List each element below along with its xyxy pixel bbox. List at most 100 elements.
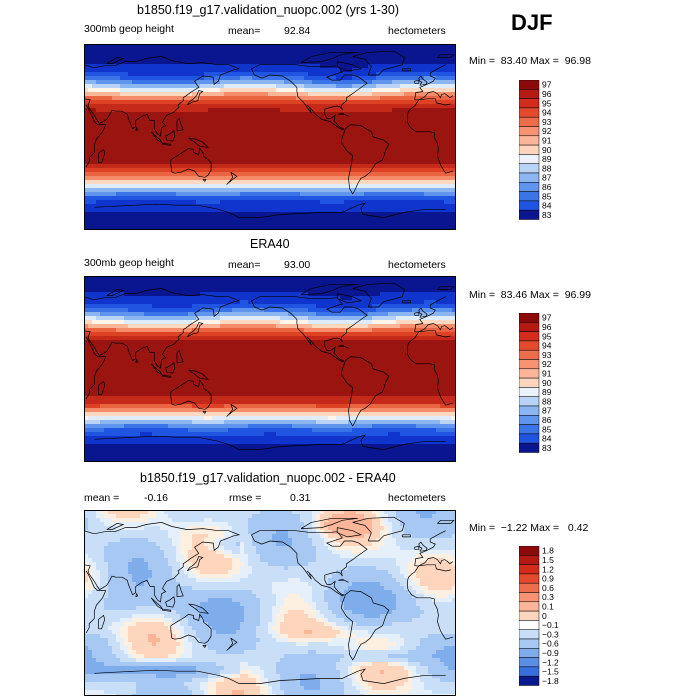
colorbar-tick-label: 93 <box>542 350 552 360</box>
colorbar-swatch <box>519 126 540 137</box>
colorbar-swatch <box>519 675 540 686</box>
colorbar-swatch <box>519 154 540 164</box>
panel3-min-max: Min = −1.22 Max = 0.42 <box>469 522 589 534</box>
panel1-title: b1850.f19_g17.validation_nuopc.002 (yrs … <box>137 3 399 17</box>
colorbar-tick-label: 1.8 <box>542 546 554 556</box>
colorbar-swatch <box>519 638 540 649</box>
panel3-mean-value: -0.16 <box>144 492 168 504</box>
colorbar-swatch <box>519 582 540 593</box>
colorbar-swatch <box>519 200 540 211</box>
colorbar-tick-label: −0.1 <box>542 620 559 630</box>
colorbar-tick-label: 90 <box>542 378 552 388</box>
colorbar-swatch <box>519 610 540 621</box>
panel2-min-max: Min = 83.46 Max = 96.99 <box>469 289 591 301</box>
colorbar-swatch <box>519 368 540 379</box>
colorbar-tick-label: 88 <box>542 396 552 406</box>
panel1-min-max: Min = 83.40 Max = 96.98 <box>469 55 591 67</box>
colorbar-swatch <box>519 144 540 155</box>
colorbar-swatch <box>519 191 540 202</box>
colorbar-tick-label: 84 <box>542 201 552 211</box>
colorbar-tick-label: 97 <box>542 80 552 90</box>
panel2-field-label: 300mb geop height <box>84 257 174 269</box>
colorbar-swatch <box>519 209 540 220</box>
panel2-title: ERA40 <box>250 237 290 251</box>
colorbar-tick-label: 94 <box>542 108 552 118</box>
colorbar-tick-label: 90 <box>542 145 552 155</box>
panel2-map <box>84 276 456 462</box>
colorbar-swatch <box>519 349 540 360</box>
panel3-map <box>84 510 456 696</box>
season-label: DJF <box>511 10 553 35</box>
colorbar-tick-label: 1.5 <box>542 555 554 565</box>
colorbar-tick-label: −1.8 <box>542 676 559 686</box>
panel3-rmse-label: rmse = <box>229 492 262 504</box>
colorbar-swatch <box>519 163 540 174</box>
colorbar-tick-label: −0.3 <box>542 629 559 639</box>
colorbar-swatch <box>519 98 540 109</box>
panel2-units: hectometers <box>388 259 446 271</box>
colorbar-tick-label: 89 <box>542 387 552 397</box>
colorbar-swatch <box>519 442 540 453</box>
panel1-mean-label: mean= <box>228 25 261 37</box>
colorbar-tick-label: 87 <box>542 173 552 183</box>
panel3-rmse-value: 0.31 <box>290 492 311 504</box>
panel3-units: hectometers <box>388 492 446 504</box>
panel1-field-label: 300mb geop height <box>84 23 174 35</box>
colorbar-tick-label: 92 <box>542 126 552 136</box>
colorbar-tick-label: 91 <box>542 368 552 378</box>
colorbar-swatch <box>519 405 540 416</box>
panel3-title: b1850.f19_g17.validation_nuopc.002 - ERA… <box>140 471 396 485</box>
colorbar-tick-label: 97 <box>542 313 552 323</box>
colorbar-tick-label: −0.6 <box>542 639 559 649</box>
colorbar-swatch <box>519 116 540 127</box>
colorbar-tick-label: −1.5 <box>542 667 559 677</box>
colorbar-swatch <box>519 135 540 146</box>
colorbar-tick-label: 96 <box>542 89 552 99</box>
panel3-colorbar: 1.81.51.20.90.60.30.10−0.1−0.3−0.6−0.9−1… <box>519 546 559 686</box>
panel2-mean-label: mean= <box>228 259 261 271</box>
colorbar-swatch <box>519 657 540 668</box>
colorbar-swatch <box>519 666 540 677</box>
colorbar-swatch <box>519 313 540 323</box>
colorbar-swatch <box>519 620 540 630</box>
colorbar-tick-label: 93 <box>542 117 552 127</box>
colorbar-swatch <box>519 172 540 183</box>
colorbar-swatch <box>519 377 540 388</box>
colorbar-swatch <box>519 387 540 397</box>
colorbar-swatch <box>519 629 540 640</box>
colorbar-swatch <box>519 89 540 99</box>
colorbar-tick-label: 91 <box>542 135 552 145</box>
colorbar-swatch <box>519 564 540 575</box>
colorbar-tick-label: 89 <box>542 154 552 164</box>
colorbar-swatch <box>519 396 540 407</box>
panel3-mean-label: mean = <box>84 492 120 504</box>
panel1-units: hectometers <box>388 25 446 37</box>
colorbar-tick-label: 0.3 <box>542 592 554 602</box>
colorbar-tick-label: 0 <box>542 611 547 621</box>
colorbar-tick-label: 95 <box>542 98 552 108</box>
colorbar-swatch <box>519 601 540 612</box>
colorbar-tick-label: 84 <box>542 434 552 444</box>
colorbar-tick-label: 85 <box>542 424 552 434</box>
colorbar-swatch <box>519 182 540 192</box>
colorbar-swatch <box>519 592 540 603</box>
colorbar-tick-label: −1.2 <box>542 657 559 667</box>
colorbar-swatch <box>519 331 540 342</box>
colorbar-swatch <box>519 546 540 556</box>
panel2-mean-value: 93.00 <box>284 259 311 271</box>
colorbar-tick-label: 92 <box>542 359 552 369</box>
panel1-map <box>84 44 456 230</box>
colorbar-tick-label: 88 <box>542 163 552 173</box>
colorbar-swatch <box>519 322 540 332</box>
panel1-mean-value: 92.84 <box>284 25 311 37</box>
colorbar-tick-label: −0.9 <box>542 648 559 658</box>
colorbar-swatch <box>519 80 540 90</box>
colorbar-tick-label: 1.2 <box>542 564 554 574</box>
colorbar-tick-label: 86 <box>542 415 552 425</box>
colorbar-swatch <box>519 648 540 658</box>
colorbar-tick-label: 96 <box>542 322 552 332</box>
colorbar-swatch <box>519 555 540 565</box>
colorbar-tick-label: 85 <box>542 191 552 201</box>
